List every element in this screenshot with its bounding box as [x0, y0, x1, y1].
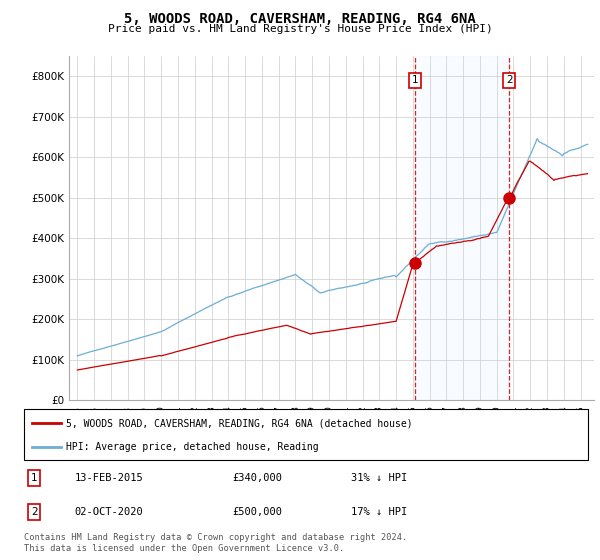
Text: 17% ↓ HPI: 17% ↓ HPI [351, 507, 407, 517]
Text: £340,000: £340,000 [233, 473, 283, 483]
Text: Contains HM Land Registry data © Crown copyright and database right 2024.
This d: Contains HM Land Registry data © Crown c… [24, 533, 407, 553]
Text: 5, WOODS ROAD, CAVERSHAM, READING, RG4 6NA: 5, WOODS ROAD, CAVERSHAM, READING, RG4 6… [124, 12, 476, 26]
Bar [415, 56, 509, 400]
Text: 1: 1 [412, 75, 418, 85]
Text: £500,000: £500,000 [233, 507, 283, 517]
Text: 2: 2 [31, 507, 37, 517]
Text: Price paid vs. HM Land Registry's House Price Index (HPI): Price paid vs. HM Land Registry's House … [107, 24, 493, 34]
Text: 5, WOODS ROAD, CAVERSHAM, READING, RG4 6NA (detached house): 5, WOODS ROAD, CAVERSHAM, READING, RG4 6… [66, 418, 413, 428]
Text: 02-OCT-2020: 02-OCT-2020 [75, 507, 143, 517]
Text: 1: 1 [31, 473, 37, 483]
Text: 31% ↓ HPI: 31% ↓ HPI [351, 473, 407, 483]
Text: 2: 2 [506, 75, 512, 85]
Text: 13-FEB-2015: 13-FEB-2015 [75, 473, 143, 483]
Text: HPI: Average price, detached house, Reading: HPI: Average price, detached house, Read… [66, 442, 319, 452]
